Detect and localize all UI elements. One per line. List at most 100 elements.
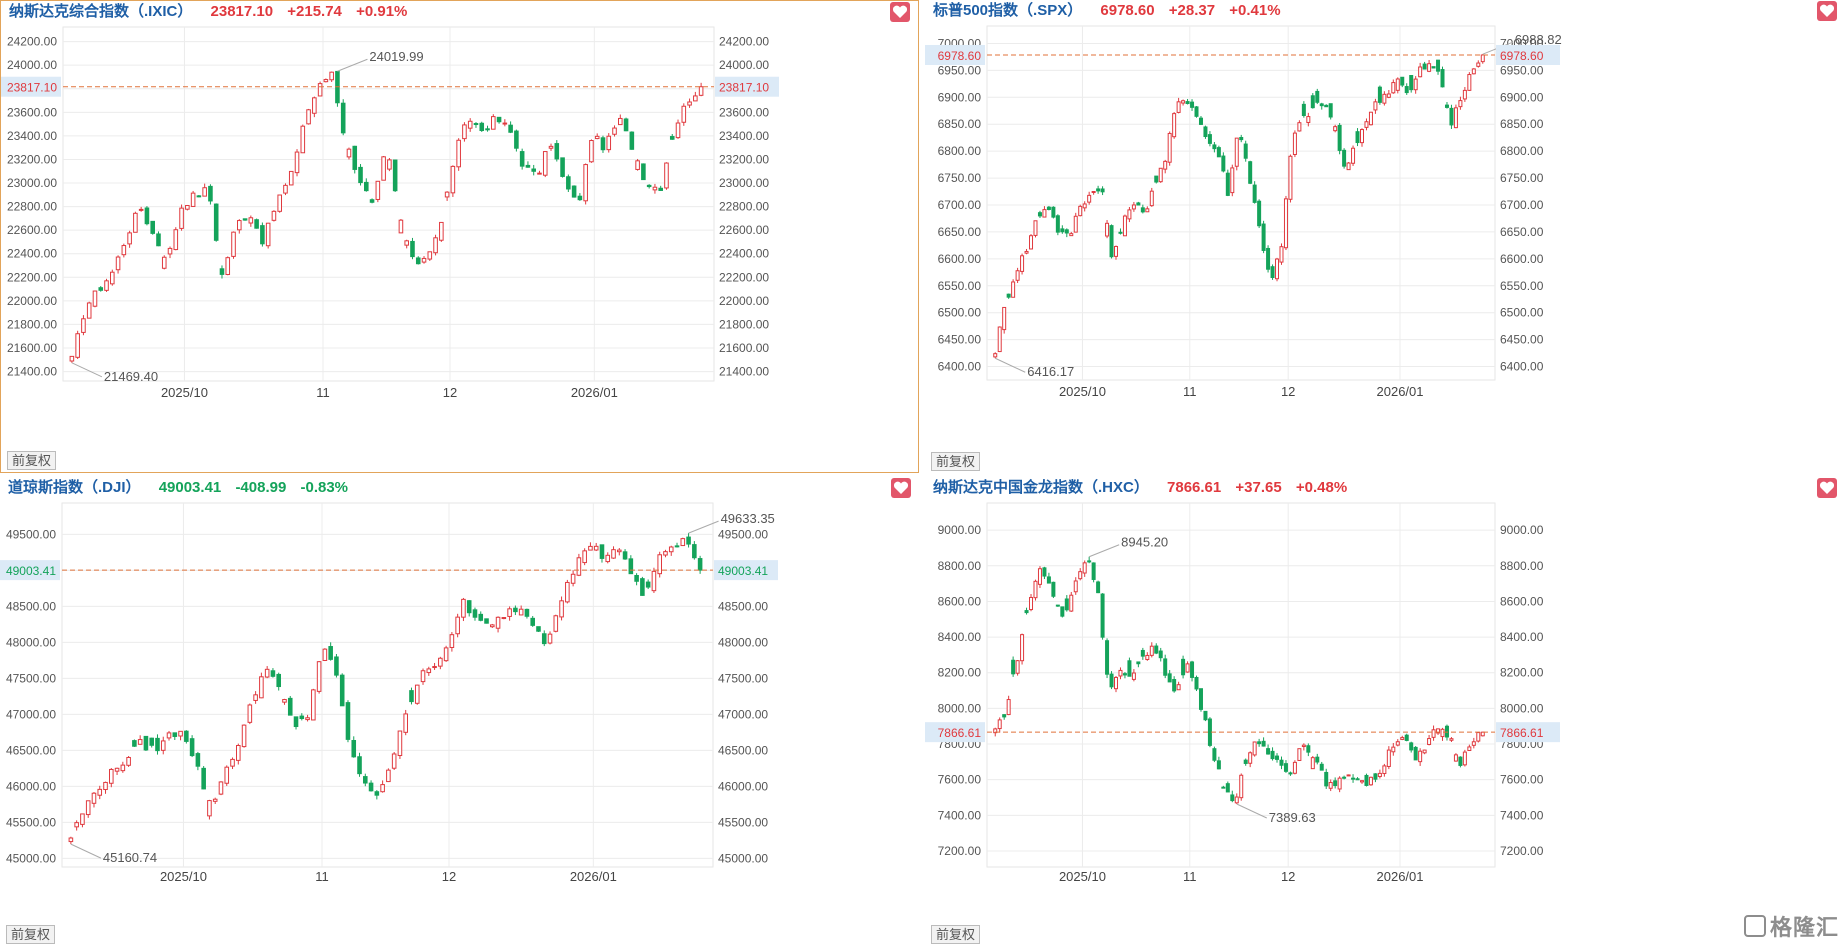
candle-body[interactable] xyxy=(519,151,525,167)
adjust-button[interactable]: 前复权 xyxy=(6,925,56,944)
candle-body[interactable] xyxy=(409,690,414,703)
candle-body[interactable] xyxy=(449,634,455,648)
candle-body[interactable] xyxy=(1351,147,1356,164)
candle-body[interactable] xyxy=(1328,103,1333,118)
candle-body[interactable] xyxy=(571,185,577,198)
candle-body[interactable] xyxy=(351,739,357,758)
candle-body[interactable] xyxy=(1373,101,1378,111)
candle-body[interactable] xyxy=(91,792,97,804)
candle-body[interactable] xyxy=(1203,126,1208,138)
candle-body[interactable] xyxy=(323,79,329,83)
candle-body[interactable] xyxy=(1377,86,1382,103)
candle-body[interactable] xyxy=(560,157,565,177)
candle-body[interactable] xyxy=(276,673,281,688)
candle-body[interactable] xyxy=(646,184,652,188)
candle-body[interactable] xyxy=(1082,203,1087,209)
candle-body[interactable] xyxy=(212,798,218,802)
candle-body[interactable] xyxy=(1149,190,1154,207)
candle-body[interactable] xyxy=(433,237,438,254)
candle-body[interactable] xyxy=(1453,107,1458,129)
candle-body[interactable] xyxy=(1091,562,1096,580)
candle-body[interactable] xyxy=(1216,147,1221,158)
candle-body[interactable] xyxy=(1449,107,1454,126)
candle-body[interactable] xyxy=(1467,74,1472,91)
candle-body[interactable] xyxy=(1337,124,1342,151)
candle-body[interactable] xyxy=(403,713,408,733)
candle-body[interactable] xyxy=(1427,63,1432,72)
candle-body[interactable] xyxy=(1230,794,1235,802)
candle-body[interactable] xyxy=(1243,143,1248,159)
candle-body[interactable] xyxy=(582,550,587,564)
candle-body[interactable] xyxy=(208,185,213,202)
candle-body[interactable] xyxy=(1185,663,1190,673)
adjust-button[interactable]: 前复权 xyxy=(7,451,57,470)
candle-body[interactable] xyxy=(1436,59,1441,72)
candle-body[interactable] xyxy=(594,135,600,140)
candle-body[interactable] xyxy=(1310,757,1315,770)
candle-body[interactable] xyxy=(641,163,646,181)
candle-body[interactable] xyxy=(1011,281,1016,298)
candle-body[interactable] xyxy=(461,598,466,618)
candle-body[interactable] xyxy=(1288,155,1293,200)
candle-body[interactable] xyxy=(1190,101,1195,108)
candle-body[interactable] xyxy=(1355,131,1360,144)
candle-body[interactable] xyxy=(109,768,114,784)
candle-body[interactable] xyxy=(1060,606,1065,617)
candle-body[interactable] xyxy=(675,122,681,139)
candle-body[interactable] xyxy=(1127,209,1132,220)
candle-body[interactable] xyxy=(577,195,583,201)
candle-body[interactable] xyxy=(317,83,323,97)
candle-body[interactable] xyxy=(1480,731,1485,737)
candle-body[interactable] xyxy=(160,740,166,751)
candle-body[interactable] xyxy=(357,756,362,775)
index-name[interactable]: 标普500指数（.SPX） xyxy=(933,2,1083,19)
candle-body[interactable] xyxy=(81,318,86,333)
candle-body[interactable] xyxy=(542,151,548,176)
candle-body[interactable] xyxy=(1297,748,1302,761)
candle-body[interactable] xyxy=(189,738,195,757)
favorite-heart-icon[interactable] xyxy=(890,2,910,22)
candle-body[interactable] xyxy=(1391,746,1396,753)
candle-body[interactable] xyxy=(444,191,450,198)
candle-body[interactable] xyxy=(364,181,369,192)
candle-body[interactable] xyxy=(224,766,230,784)
adjust-button[interactable]: 前复权 xyxy=(931,925,981,944)
candle-body[interactable] xyxy=(1051,581,1056,597)
candle-body[interactable] xyxy=(1476,62,1481,67)
candle-body[interactable] xyxy=(1002,714,1007,718)
candle-body[interactable] xyxy=(121,245,127,256)
candle-body[interactable] xyxy=(293,716,299,728)
candle-body[interactable] xyxy=(247,704,253,723)
candle-body[interactable] xyxy=(1073,580,1078,593)
candle-body[interactable] xyxy=(1310,95,1315,109)
candle-body[interactable] xyxy=(1140,649,1145,657)
candle-body[interactable] xyxy=(1239,774,1244,799)
candle-body[interactable] xyxy=(1029,235,1034,250)
candle-body[interactable] xyxy=(1020,634,1025,662)
candle-body[interactable] xyxy=(305,717,310,721)
candle-body[interactable] xyxy=(253,694,258,701)
candle-body[interactable] xyxy=(242,218,248,221)
favorite-heart-icon[interactable] xyxy=(1817,1,1837,21)
candle-body[interactable] xyxy=(559,600,564,618)
candle-body[interactable] xyxy=(1319,763,1324,771)
candle-body[interactable] xyxy=(237,220,242,231)
candle-body[interactable] xyxy=(1136,202,1141,206)
candle-body[interactable] xyxy=(1105,222,1110,237)
candle-body[interactable] xyxy=(375,180,381,200)
candle-body[interactable] xyxy=(1073,215,1078,233)
candle-body[interactable] xyxy=(392,159,398,192)
candle-body[interactable] xyxy=(1029,596,1034,611)
candle-body[interactable] xyxy=(1037,568,1042,585)
candle-body[interactable] xyxy=(997,719,1002,730)
candle-body[interactable] xyxy=(1055,604,1060,607)
candle-body[interactable] xyxy=(1212,144,1217,150)
candle-body[interactable] xyxy=(1248,752,1253,764)
candle-body[interactable] xyxy=(1167,673,1172,683)
candle-body[interactable] xyxy=(1131,204,1136,210)
candle-body[interactable] xyxy=(254,219,259,229)
candle-body[interactable] xyxy=(1328,782,1333,789)
candle-body[interactable] xyxy=(1252,184,1257,203)
candle-body[interactable] xyxy=(1100,593,1105,638)
candle-body[interactable] xyxy=(485,128,490,131)
